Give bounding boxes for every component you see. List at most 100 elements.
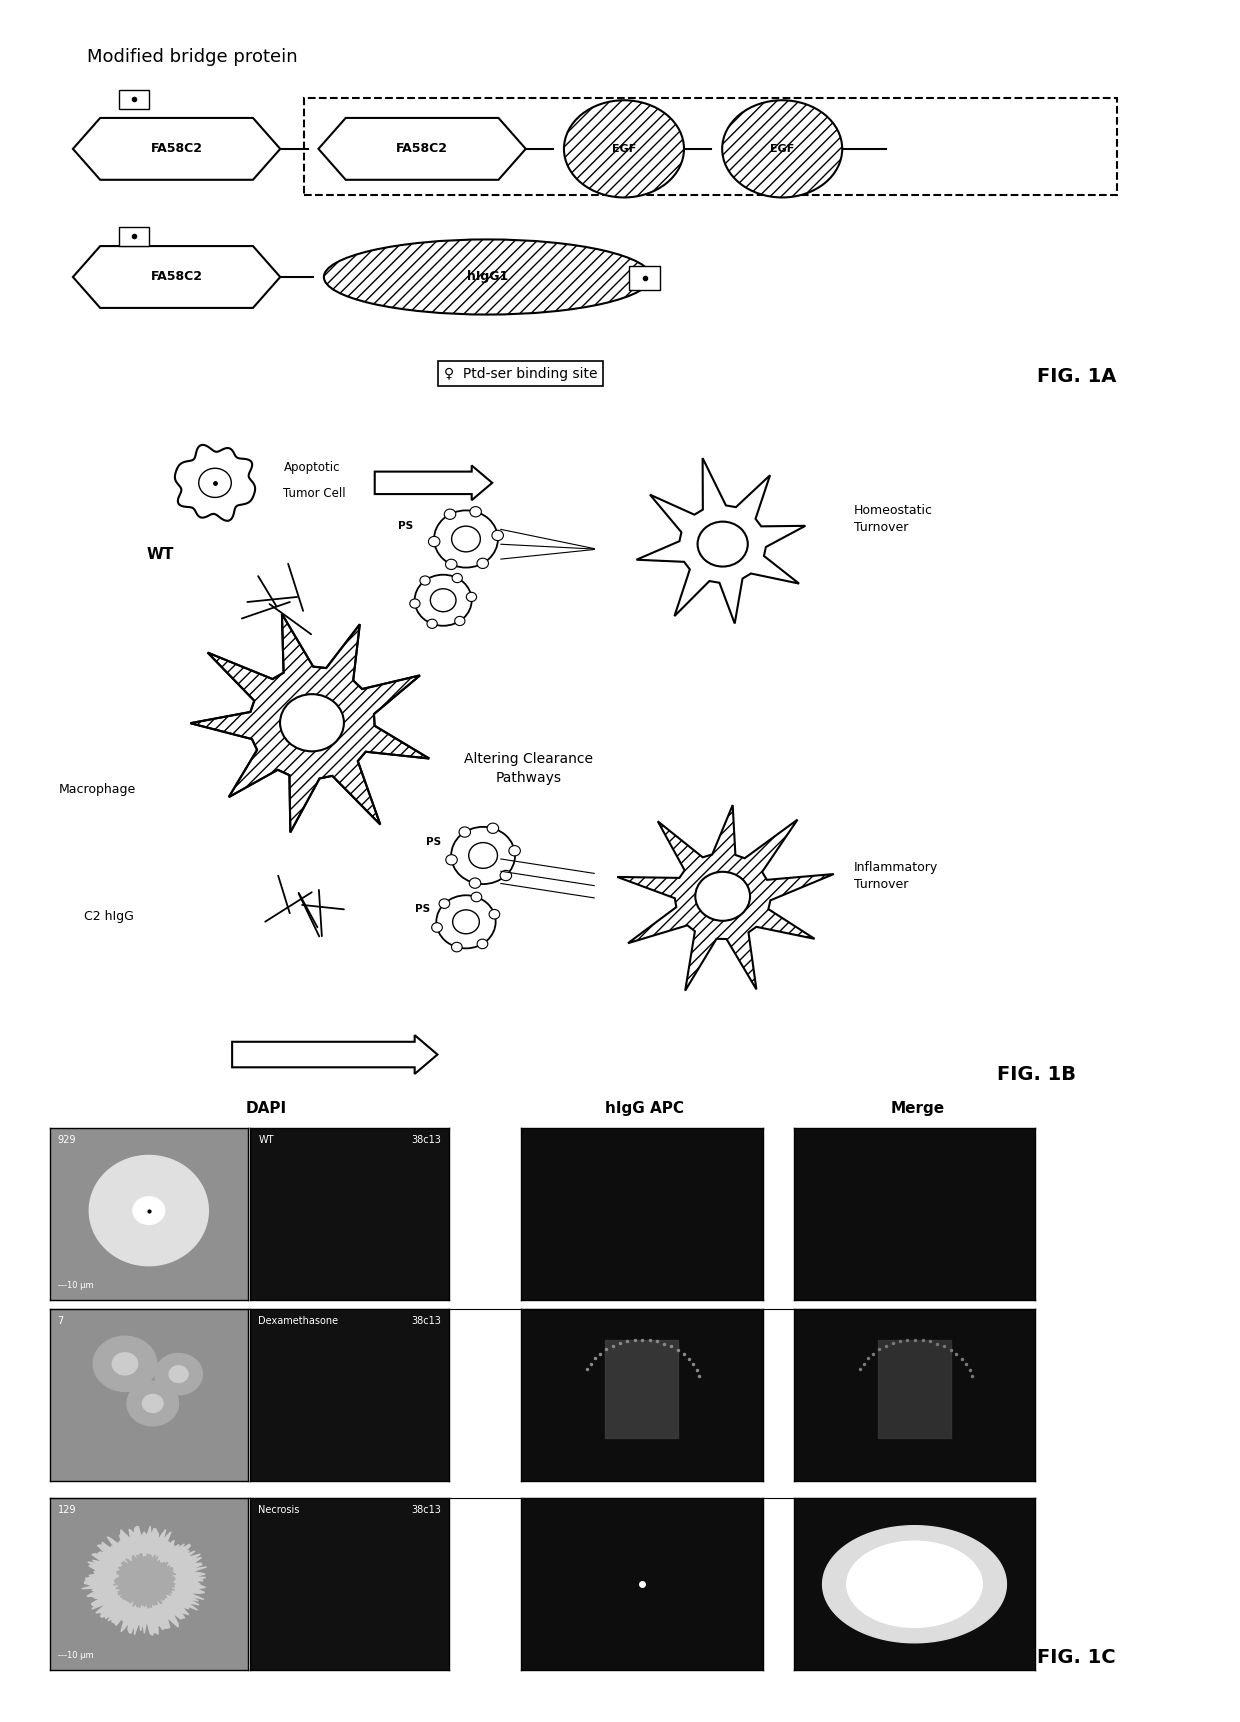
Polygon shape (143, 1395, 164, 1412)
Text: WT: WT (258, 1135, 274, 1145)
Circle shape (429, 537, 440, 546)
Polygon shape (847, 1541, 982, 1627)
Circle shape (453, 573, 463, 582)
Text: FIG. 1B: FIG. 1B (997, 1066, 1076, 1085)
Text: WT: WT (146, 548, 174, 563)
Circle shape (436, 895, 496, 949)
Polygon shape (113, 1353, 138, 1374)
Bar (119, 227, 149, 246)
Polygon shape (190, 615, 429, 832)
Polygon shape (636, 458, 805, 623)
Circle shape (451, 942, 463, 952)
Polygon shape (82, 1526, 207, 1636)
Text: PS: PS (414, 904, 430, 914)
Circle shape (455, 616, 465, 625)
Polygon shape (126, 1381, 179, 1426)
Circle shape (459, 827, 470, 837)
Circle shape (445, 560, 458, 570)
Circle shape (492, 530, 503, 541)
Text: FA58C2: FA58C2 (150, 270, 202, 284)
Circle shape (500, 870, 512, 880)
Text: 129: 129 (57, 1505, 76, 1515)
Ellipse shape (324, 239, 651, 315)
Text: FIG. 1A: FIG. 1A (1037, 367, 1116, 386)
Text: ---10 μm: ---10 μm (57, 1651, 93, 1660)
Polygon shape (133, 1197, 165, 1224)
Circle shape (414, 575, 471, 625)
Text: hIgG1: hIgG1 (467, 270, 508, 284)
Text: Macrophage: Macrophage (58, 782, 136, 796)
Text: PS: PS (427, 837, 441, 847)
Polygon shape (89, 1155, 208, 1266)
Circle shape (446, 854, 458, 864)
Circle shape (430, 589, 456, 611)
Circle shape (280, 694, 343, 751)
Text: PS: PS (432, 582, 446, 592)
Circle shape (469, 878, 481, 889)
Circle shape (439, 899, 450, 909)
Circle shape (477, 558, 489, 568)
Text: Altering Clearance
Pathways: Altering Clearance Pathways (464, 753, 593, 785)
Text: 7: 7 (57, 1316, 63, 1326)
Circle shape (698, 522, 748, 567)
Circle shape (489, 909, 500, 920)
Circle shape (427, 620, 438, 629)
Polygon shape (319, 117, 526, 179)
Text: Apoptotic: Apoptotic (284, 461, 340, 474)
Polygon shape (169, 1366, 188, 1383)
Text: EGF: EGF (611, 145, 636, 153)
FancyArrow shape (374, 465, 492, 499)
Text: Modified bridge protein: Modified bridge protein (87, 48, 298, 65)
FancyArrow shape (232, 1035, 438, 1075)
Text: 38c13: 38c13 (412, 1505, 441, 1515)
Text: DAPI: DAPI (246, 1100, 288, 1116)
Circle shape (722, 100, 842, 198)
Circle shape (453, 909, 480, 933)
Text: 929: 929 (57, 1135, 76, 1145)
Circle shape (434, 510, 498, 568)
FancyBboxPatch shape (304, 98, 1117, 195)
Circle shape (466, 592, 476, 601)
Text: FA58C2: FA58C2 (150, 143, 202, 155)
Text: Merge: Merge (890, 1100, 945, 1116)
Polygon shape (618, 804, 833, 990)
Polygon shape (73, 117, 280, 179)
Text: Homeostatic
Turnover: Homeostatic Turnover (854, 503, 932, 534)
Text: C2 hIgG: C2 hIgG (84, 911, 134, 923)
Circle shape (477, 938, 487, 949)
Polygon shape (73, 246, 280, 308)
Circle shape (432, 923, 443, 932)
Text: 38c13: 38c13 (412, 1135, 441, 1145)
Polygon shape (113, 1553, 176, 1608)
Text: Necrosis: Necrosis (258, 1505, 300, 1515)
Text: PS: PS (398, 520, 413, 530)
Circle shape (451, 827, 515, 883)
Bar (630, 265, 660, 291)
Text: FA58C2: FA58C2 (396, 143, 448, 155)
Text: hIgG APC: hIgG APC (605, 1100, 684, 1116)
Circle shape (409, 599, 420, 608)
Polygon shape (175, 444, 255, 520)
Text: Tumor Cell: Tumor Cell (284, 487, 346, 499)
Circle shape (451, 527, 480, 551)
Text: EGF: EGF (770, 145, 795, 153)
Bar (119, 90, 149, 108)
Circle shape (444, 510, 456, 520)
Text: FIG. 1C: FIG. 1C (1038, 1648, 1116, 1667)
Circle shape (470, 506, 481, 517)
Polygon shape (155, 1353, 202, 1395)
Circle shape (471, 892, 482, 902)
Circle shape (696, 871, 750, 921)
Polygon shape (822, 1526, 1007, 1643)
Text: 38c13: 38c13 (412, 1316, 441, 1326)
Text: Dexamethasone: Dexamethasone (258, 1316, 339, 1326)
Circle shape (487, 823, 498, 833)
Text: ♀  Ptd-ser binding site: ♀ Ptd-ser binding site (444, 367, 598, 381)
Text: ---10 μm: ---10 μm (57, 1281, 93, 1290)
Circle shape (564, 100, 684, 198)
Circle shape (508, 846, 521, 856)
Polygon shape (93, 1336, 156, 1391)
Circle shape (469, 842, 497, 868)
Circle shape (420, 575, 430, 585)
Circle shape (198, 468, 232, 498)
